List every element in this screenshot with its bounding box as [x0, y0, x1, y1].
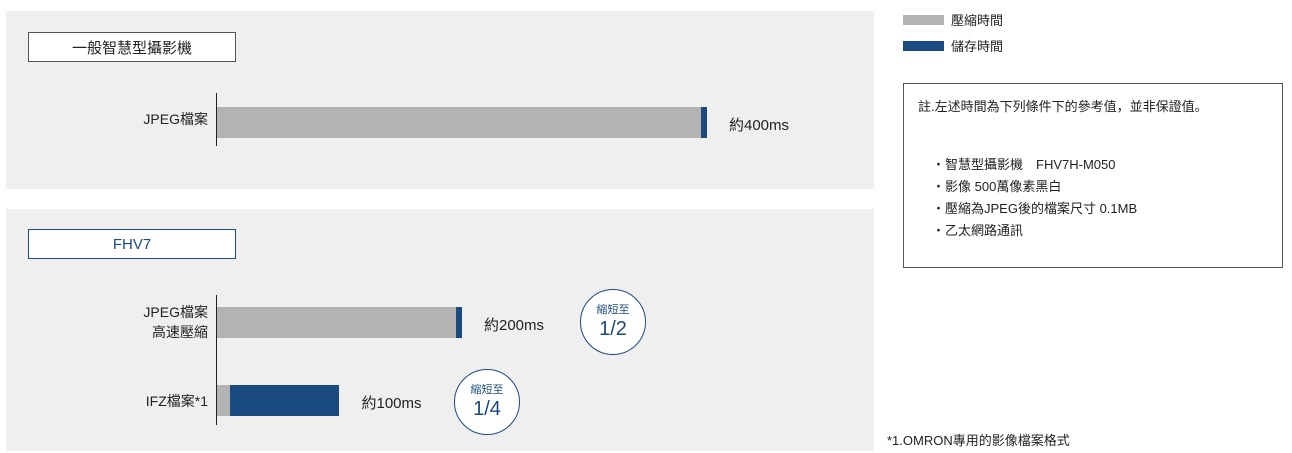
- bar-compress-jpeg-fast: [217, 307, 456, 338]
- row-label-ifz: IFZ檔案*1: [146, 391, 208, 411]
- badge-quarter: 縮短至 1/4: [454, 369, 520, 435]
- row-label-jpeg-generic: JPEG檔案: [143, 109, 208, 129]
- row-label-line: JPEG檔案: [143, 111, 208, 127]
- group-title-generic: 一般智慧型攝影機: [28, 32, 236, 62]
- value-label-jpeg-generic: 約400ms: [729, 117, 790, 134]
- legend-label-compress: 壓縮時間: [951, 13, 1004, 28]
- value-label-jpeg-fast: 約200ms: [484, 317, 545, 334]
- chart-panel-generic: 一般智慧型攝影機 JPEG檔案 約400ms: [6, 11, 874, 189]
- row-label-line: IFZ檔案*1: [145, 393, 208, 409]
- axis-line-fhv7: [216, 295, 217, 425]
- note-list: 智慧型攝影機 FHV7H-M050 影像 500萬像素黑白 壓縮為JPEG後的檔…: [940, 155, 1137, 243]
- bar-store-jpeg-fast: [455, 307, 462, 338]
- footnote: *1.OMRON專用的影像檔案格式: [887, 433, 1070, 448]
- note-item: 乙太網路通訊: [940, 221, 1137, 243]
- badge-ratio: 1/4: [473, 397, 501, 420]
- note-item: 壓縮為JPEG後的檔案尺寸 0.1MB: [940, 199, 1137, 221]
- row-label-line: 高速壓縮: [152, 324, 208, 340]
- bar-store-ifz: [230, 385, 340, 416]
- legend-swatch-compress: [903, 14, 944, 25]
- badge-text: 縮短至: [596, 303, 630, 316]
- badge-ratio: 1/2: [599, 317, 627, 340]
- note-item: 智慧型攝影機 FHV7H-M050: [940, 155, 1137, 177]
- row-label-jpeg-fast: JPEG檔案 高速壓縮: [143, 302, 208, 342]
- badge-half: 縮短至 1/2: [580, 289, 646, 355]
- legend-compress: 壓縮時間: [903, 10, 1003, 29]
- bar-compress-ifz: [217, 385, 231, 416]
- legend-label-store: 儲存時間: [951, 39, 1004, 54]
- chart-panel-fhv7: FHV7 JPEG檔案 高速壓縮 約200ms 縮短至 1/2 IFZ檔案*1 …: [6, 209, 874, 451]
- note-title: 註.左述時間為下列條件下的參考值，並非保證值。: [918, 99, 1208, 114]
- bar-compress-jpeg-generic: [217, 107, 701, 138]
- axis-line-generic: [216, 93, 217, 146]
- value-label-ifz: 約100ms: [361, 395, 422, 412]
- legend-swatch-store: [903, 40, 944, 51]
- badge-text: 縮短至: [470, 383, 504, 396]
- group-title-fhv7: FHV7: [28, 229, 236, 259]
- row-label-line: JPEG檔案: [143, 304, 208, 320]
- conditions-note-box: 註.左述時間為下列條件下的參考值，並非保證值。 智慧型攝影機 FHV7H-M05…: [903, 83, 1283, 268]
- bar-store-jpeg-generic: [700, 107, 707, 138]
- legend-store: 儲存時間: [903, 36, 1003, 55]
- note-item: 影像 500萬像素黑白: [940, 177, 1137, 199]
